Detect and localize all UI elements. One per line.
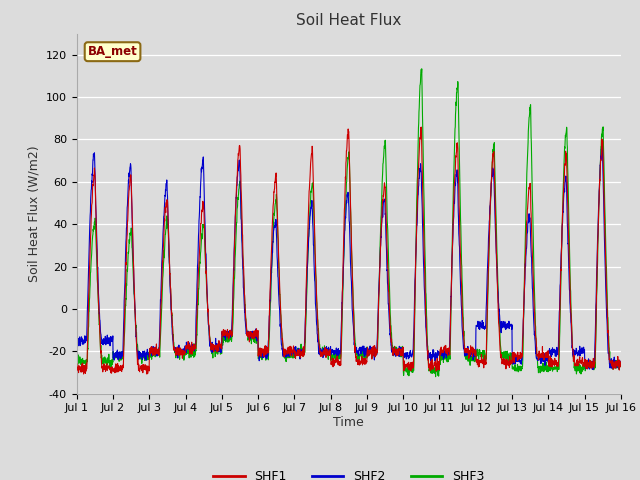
SHF1 [417, 124, 425, 130]
SHF1 [617, 364, 625, 370]
SHF2 [73, 335, 81, 341]
X-axis label: Time: Time [333, 416, 364, 429]
SHF2 [598, 143, 606, 148]
Text: BA_met: BA_met [88, 45, 138, 58]
SHF3 [225, 334, 232, 340]
Title: Soil Heat Flux: Soil Heat Flux [296, 13, 401, 28]
SHF3 [376, 241, 384, 247]
SHF1 [365, 350, 372, 356]
SHF3 [418, 66, 426, 72]
SHF2 [569, 351, 577, 357]
SHF1 [73, 361, 81, 367]
SHF1 [570, 349, 577, 355]
Line: SHF3: SHF3 [77, 69, 621, 377]
Line: SHF1: SHF1 [77, 127, 621, 374]
SHF2 [617, 359, 625, 364]
SHF3 [584, 363, 592, 369]
SHF2 [584, 366, 591, 372]
SHF2 [376, 252, 384, 258]
SHF2 [365, 349, 372, 355]
SHF3 [508, 353, 515, 359]
SHF3 [365, 351, 372, 357]
SHF2 [507, 324, 515, 329]
SHF3 [73, 360, 81, 366]
SHF1 [376, 247, 384, 253]
SHF3 [617, 363, 625, 369]
Y-axis label: Soil Heat Flux (W/m2): Soil Heat Flux (W/m2) [28, 145, 40, 282]
Legend: SHF1, SHF2, SHF3: SHF1, SHF2, SHF3 [209, 465, 489, 480]
SHF3 [432, 374, 440, 380]
Line: SHF2: SHF2 [77, 145, 621, 369]
SHF3 [570, 353, 577, 359]
SHF1 [143, 371, 150, 377]
SHF1 [508, 358, 515, 363]
SHF2 [589, 366, 597, 372]
SHF2 [225, 332, 232, 338]
SHF1 [225, 336, 232, 342]
SHF1 [584, 360, 592, 366]
